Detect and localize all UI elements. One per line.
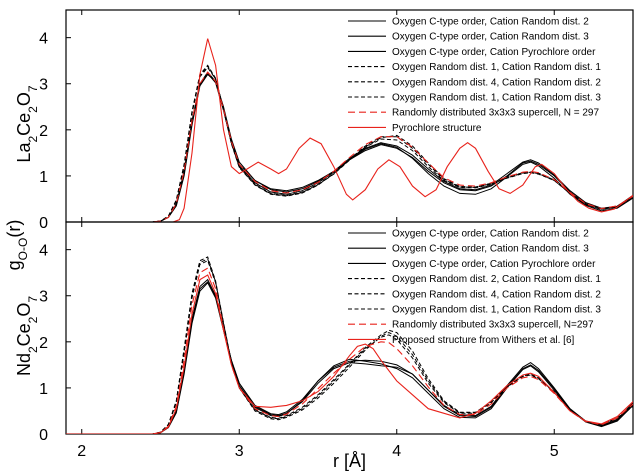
y-tick-label: 4 xyxy=(39,243,48,260)
legend-label: Oxygen Random dist. 4, Cation Random dis… xyxy=(392,289,601,300)
y-tick-label: 0 xyxy=(39,215,48,232)
x-tick-label: 3 xyxy=(235,443,244,460)
y-tick-label: 2 xyxy=(39,123,48,140)
y-tick-label: 3 xyxy=(39,289,48,306)
series-line-6 xyxy=(66,260,633,434)
legend-label: Oxygen C-type order, Cation Random dist.… xyxy=(392,17,589,28)
y-tick-label: 1 xyxy=(39,381,48,398)
y-axis-label-shared: gO-O(r) xyxy=(4,220,30,271)
legend-label: Oxygen Random dist. 1, Cation Random dis… xyxy=(392,305,601,316)
legend-label: Oxygen Random dist. 2, Cation Random dis… xyxy=(392,274,601,285)
y-axis-label-top: La2Ce2O7 xyxy=(14,85,40,162)
plot-frame xyxy=(65,221,634,435)
legend-label: Randomly distributed 3x3x3 supercell, N=… xyxy=(392,320,594,331)
series-line-8 xyxy=(66,38,633,222)
series-line-7 xyxy=(66,267,633,434)
y-axis-label-bottom: Nd2Ce2O7 xyxy=(14,296,40,376)
y-axis-labels: La2Ce2O7 Nd2Ce2O7 gO-O(r) xyxy=(4,85,40,376)
x-axis-label: r [Å] xyxy=(333,451,366,471)
legend-label: Oxygen C-type order, Cation Pyrochlore o… xyxy=(392,47,596,58)
panel-top-la2ce2o7: 0 1 2 3 4 Oxygen C-type order, Cation Random … xyxy=(39,9,634,232)
legend-label: Oxygen C-type order, Cation Random dist.… xyxy=(392,244,589,255)
x-axis: 2 3 4 5 xyxy=(77,443,559,460)
series-group xyxy=(66,256,633,434)
series-line-5 xyxy=(66,64,633,222)
y-tick-label: 1 xyxy=(39,169,48,186)
legend-label: Randomly distributed 3x3x3 supercell, N … xyxy=(392,108,599,119)
series-line-1 xyxy=(66,278,633,434)
series-line-2 xyxy=(66,281,633,434)
series-line-4 xyxy=(66,66,633,222)
legend-label: Oxygen C-type order, Cation Random dist.… xyxy=(392,32,589,43)
x-tick-label: 2 xyxy=(77,443,86,460)
y-tick-label: 0 xyxy=(39,427,48,444)
legend-label: Oxygen C-type order, Cation Random dist.… xyxy=(392,229,589,240)
series-line-6 xyxy=(66,65,633,222)
y-tick-label: 4 xyxy=(39,31,48,48)
legend: Oxygen C-type order, Cation Random dist.… xyxy=(348,229,601,346)
legend: Oxygen C-type order, Cation Random dist.… xyxy=(348,17,601,134)
series-group xyxy=(66,38,633,222)
series-line-8 xyxy=(66,274,633,434)
legend-label: Oxygen Random dist. 1, Cation Random dis… xyxy=(392,62,601,73)
panel-bottom-nd2ce2o7: 0 1 2 3 4 Oxygen C-type order, Cation Random … xyxy=(39,221,634,444)
legend-label: Oxygen Random dist. 4, Cation Random dis… xyxy=(392,77,601,88)
legend-label: Oxygen Random dist. 1, Cation Random dis… xyxy=(392,93,601,104)
x-tick-label: 4 xyxy=(392,443,401,460)
legend-label: Proposed structure from Withers et al. [… xyxy=(392,335,575,346)
series-line-3 xyxy=(66,281,633,434)
series-line-7 xyxy=(66,71,633,222)
legend-label: Pyrochlore structure xyxy=(392,123,482,134)
series-line-4 xyxy=(66,258,633,434)
x-tick-label: 5 xyxy=(550,443,559,460)
y-tick-label: 2 xyxy=(39,335,48,352)
legend-label: Oxygen C-type order, Cation Pyrochlore o… xyxy=(392,259,596,270)
y-tick-label: 3 xyxy=(39,77,48,94)
